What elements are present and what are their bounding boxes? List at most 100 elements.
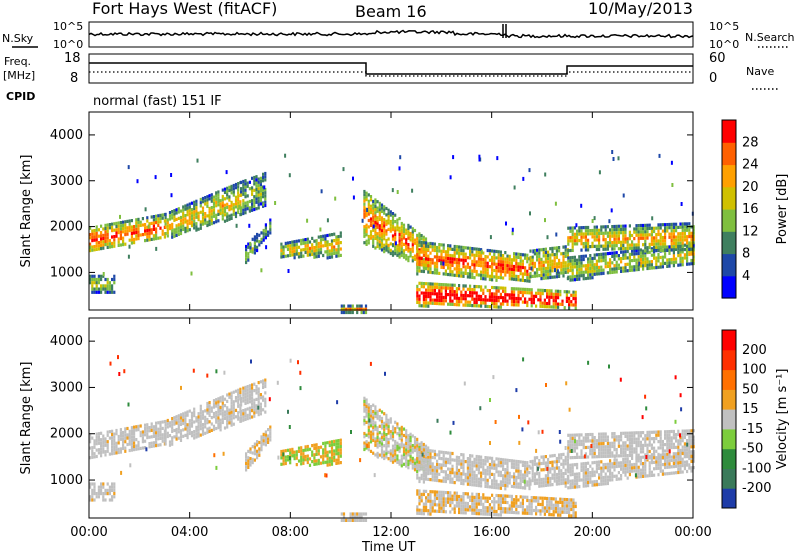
echo-cell [493,500,495,503]
echo-cell [657,239,659,242]
echo-cell [118,225,120,228]
echo-cell [543,484,545,487]
echo-cell [465,297,467,300]
echo-cell [478,254,480,257]
echo-cell [688,222,690,225]
echo-cell [587,270,589,273]
echo-cell [202,197,204,200]
echo-cell [568,501,570,504]
echo-cell [495,457,497,460]
echo-cell [237,411,239,414]
echo-cell [528,267,530,270]
echo-cell [111,226,113,229]
echo-cell [520,473,522,476]
echo-cell [580,469,582,472]
echo-cell [264,172,266,175]
echo-cell [363,200,365,203]
echo-cell [213,205,215,208]
echo-cell [633,237,635,240]
echo-cell [235,186,237,189]
echo-cell [209,427,211,430]
echo-cell [688,245,690,248]
echo-cell [454,297,456,300]
echo-cell [547,235,549,239]
echo-cell [458,258,460,261]
echo-cell [458,261,460,264]
echo-cell [465,505,467,508]
echo-cell [487,249,489,252]
echo-cell [565,459,567,462]
echo-cell [454,284,456,287]
echo-cell [237,195,239,198]
echo-cell [469,285,471,288]
echo-cell [506,271,508,274]
echo-cell [217,200,219,203]
echo-cell [340,241,342,244]
echo-cell [460,475,462,478]
echo-cell [280,450,282,453]
date-title: 10/May/2013 [588,0,693,18]
echo-cell [473,260,475,263]
echo-cell [151,222,153,225]
echo-cell [405,254,407,257]
echo-cell [320,235,322,238]
echo-cell [677,254,679,257]
echo-cell [471,496,473,499]
echo-cell [440,243,442,246]
echo-cell [324,461,326,464]
echo-cell [394,233,396,236]
echo-cell [690,241,692,244]
echo-cell [624,234,626,237]
echo-cell [298,255,300,258]
echo-cell [538,472,540,475]
echo-cell [622,241,624,244]
echo-cell [546,510,548,513]
echo-cell [500,471,502,474]
echo-cell [414,239,416,242]
echo-cell [629,259,631,262]
echo-cell [520,266,522,269]
echo-cell [251,406,253,409]
echo-cell [423,503,425,506]
echo-cell [531,298,533,301]
echo-cell [294,253,296,256]
echo-cell [682,229,684,232]
echo-cell [98,281,100,284]
echo-cell [193,226,195,229]
echo-cell [480,285,482,288]
echo-cell [399,443,401,446]
echo-cell [202,410,204,413]
echo-cell [513,498,515,501]
echo-cell [255,188,257,191]
echo-cell [618,241,620,244]
echo-cell [551,269,553,272]
echo-cell [596,248,598,251]
echo-cell [377,210,379,213]
echo-cell [522,291,524,294]
echo-cell [405,229,407,232]
echo-cell [591,232,593,235]
echo-cell [347,311,349,314]
echo-cell [171,216,173,219]
echo-cell [500,461,502,464]
echo-cell [102,441,104,444]
echo-cell [340,247,342,250]
echo-cell [443,283,445,286]
echo-cell [255,198,257,201]
echo-cell [167,225,169,228]
echo-cell [440,296,442,299]
echo-cell [411,189,413,193]
echo-cell [109,492,111,495]
echo-cell [274,201,276,205]
echo-cell [565,485,567,488]
echo-cell [240,210,242,213]
echo-cell [480,484,482,487]
echo-cell [635,231,637,234]
echo-cell [111,489,113,492]
echo-cell [480,462,482,465]
echo-cell [438,299,440,302]
echo-cell [363,448,365,451]
echo-cell [280,249,282,252]
echo-cell [231,414,233,417]
echo-cell [146,433,148,436]
